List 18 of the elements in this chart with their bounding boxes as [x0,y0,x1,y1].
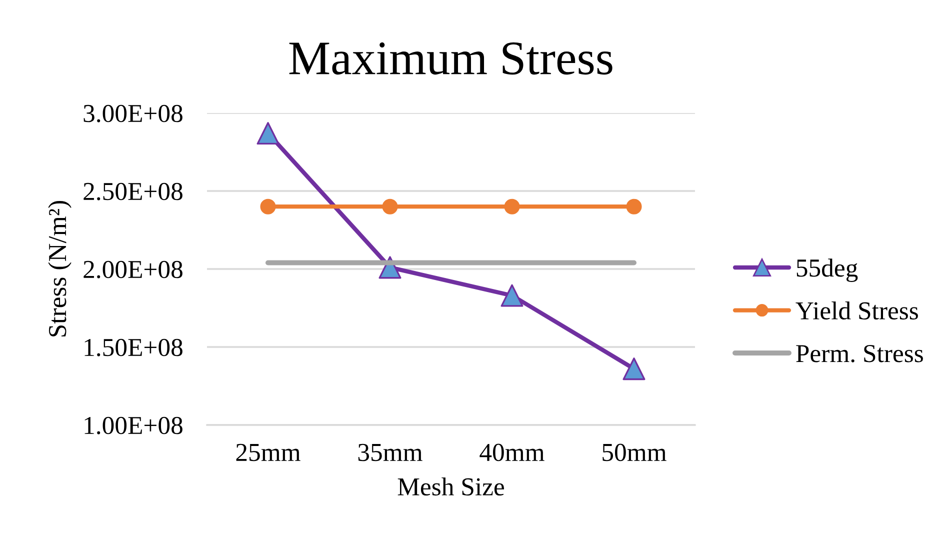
y-tick-label: 1.00E+08 [84,416,182,434]
y-axis-title: Stress (N/m²) [48,200,72,336]
point [256,122,280,145]
point [622,358,646,380]
y-tick-label: 2.00E+08 [84,260,182,278]
y-tick-label: 3.00E+08 [84,104,182,122]
y-tick-label: 2.50E+08 [84,182,182,200]
legend-label: 55deg [796,258,858,282]
x-tick-label: 35mm [358,444,422,462]
x-tick-label: 25mm [236,444,300,462]
y-tick-label: 1.50E+08 [84,338,182,356]
x-axis-title: Mesh Size [398,477,504,496]
legend-label: Perm. Stress [796,345,923,362]
legend-label: Yield Stress [796,301,918,320]
chart-title: Maximum Stress [289,42,612,75]
x-tick-label: 40mm [480,444,544,462]
x-tick-label: 50mm [602,444,666,462]
point [500,284,524,307]
